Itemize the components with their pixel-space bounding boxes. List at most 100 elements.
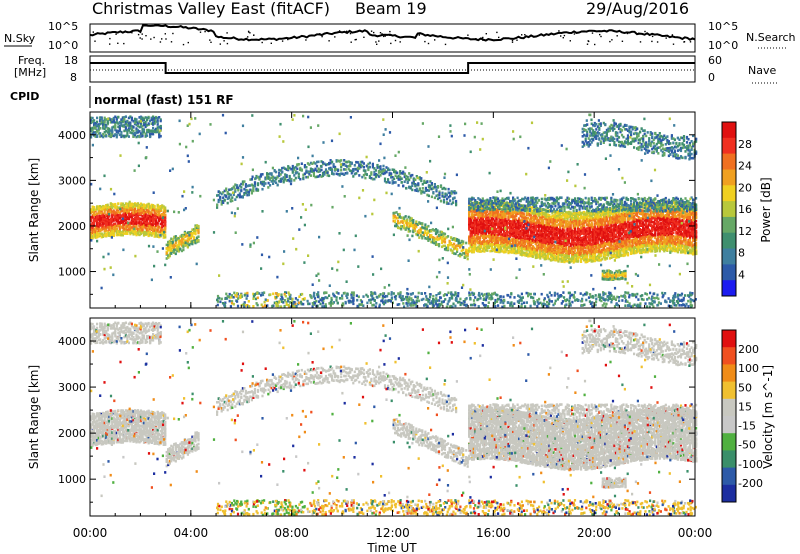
power-cell xyxy=(630,132,632,135)
plot-title: Christmas Valley East (fitACF) xyxy=(92,0,330,18)
power-cell xyxy=(257,188,259,191)
power-cell xyxy=(369,162,371,165)
power-cell xyxy=(292,171,294,174)
power-cell xyxy=(674,151,676,154)
nsearch-point xyxy=(223,40,224,41)
power-cell xyxy=(408,179,410,182)
nsearch-point xyxy=(400,41,401,42)
power-cell xyxy=(442,235,444,238)
radar-summary-plot: Christmas Valley East (fitACF) Beam 19 2… xyxy=(0,0,800,554)
nsearch-point xyxy=(109,43,110,44)
power-cell xyxy=(691,140,693,143)
power-cell xyxy=(132,130,134,133)
power-cell xyxy=(586,123,588,126)
power-cell xyxy=(275,171,277,174)
power-cell xyxy=(402,185,404,188)
power-cell xyxy=(600,142,602,145)
nsearch-point xyxy=(592,32,593,33)
power-cell xyxy=(403,224,405,227)
nsearch-point xyxy=(220,43,221,44)
power-cell xyxy=(642,140,644,143)
power-cell xyxy=(438,197,440,200)
nsearch-point xyxy=(467,35,468,36)
power-cell xyxy=(434,183,436,186)
nsearch-point xyxy=(599,34,600,35)
power-cell xyxy=(431,196,433,199)
power-cell xyxy=(401,181,403,184)
power-cell xyxy=(252,188,254,191)
power-cell xyxy=(236,184,238,187)
power-cell xyxy=(653,151,655,154)
power-cell xyxy=(618,136,620,139)
power-cell xyxy=(411,189,413,192)
nsearch-point xyxy=(512,42,513,43)
power-cell xyxy=(589,130,591,133)
power-cell xyxy=(367,169,369,172)
power-cell xyxy=(99,127,101,130)
power-cell xyxy=(636,128,638,131)
nsearch-point xyxy=(282,40,283,41)
power-cell xyxy=(125,115,127,118)
nsearch-point xyxy=(150,38,151,39)
power-cell xyxy=(437,185,439,188)
power-cell xyxy=(240,189,242,192)
power-cell xyxy=(394,220,396,223)
power-cell xyxy=(586,131,588,134)
power-cell xyxy=(675,142,677,145)
power-cell xyxy=(164,218,166,221)
power-cell xyxy=(644,129,646,132)
power-cell xyxy=(320,169,322,172)
power-cell xyxy=(366,173,368,176)
power-cell xyxy=(286,175,288,178)
nsearch-tick-low: 10^0 xyxy=(708,39,738,52)
power-cell xyxy=(131,117,133,120)
nsearch-point xyxy=(690,41,691,42)
nsearch-point xyxy=(644,31,645,32)
nsearch-point xyxy=(617,35,618,36)
power-cell xyxy=(117,116,119,119)
power-cell xyxy=(96,121,98,124)
nsearch-point xyxy=(115,34,116,35)
power-cell xyxy=(683,139,685,142)
power-cell xyxy=(642,138,644,141)
nsearch-point xyxy=(109,38,110,39)
power-cell xyxy=(647,131,649,134)
nsearch-point xyxy=(226,32,227,33)
power-cell xyxy=(615,123,617,126)
nsearch-point xyxy=(390,43,391,44)
nsearch-point xyxy=(383,36,384,37)
power-cell xyxy=(301,162,303,165)
nave-label: Nave xyxy=(748,64,776,77)
nsearch-point xyxy=(262,42,263,43)
power-cell xyxy=(431,182,433,185)
power-cell xyxy=(642,135,644,138)
power-cell xyxy=(651,132,653,135)
nsearch-point xyxy=(657,41,658,42)
nsearch-point xyxy=(428,43,429,44)
nsearch-point xyxy=(482,39,483,40)
power-cell xyxy=(328,175,330,178)
power-cell xyxy=(389,181,391,184)
freq-panel: Freq. [MHz] 18 8 60 0 Nave xyxy=(14,54,778,84)
power-cell xyxy=(666,135,668,138)
power-cell xyxy=(111,129,113,132)
power-cell xyxy=(298,175,300,178)
power-cell xyxy=(669,153,671,156)
nsearch-point xyxy=(305,39,306,40)
power-cell xyxy=(420,177,422,180)
power-cell xyxy=(164,211,166,214)
nsearch-point xyxy=(574,33,575,34)
power-cell xyxy=(411,174,413,177)
power-cell xyxy=(290,180,292,183)
power-cell xyxy=(648,137,650,140)
nsearch-point xyxy=(611,39,612,40)
power-cell xyxy=(411,185,413,188)
power-cell xyxy=(479,237,481,240)
power-cell xyxy=(231,196,233,199)
power-cell xyxy=(316,165,318,168)
nsearch-point xyxy=(652,36,653,37)
nsearch-point xyxy=(227,43,228,44)
nsearch-point xyxy=(638,33,639,34)
power-cell xyxy=(251,178,253,181)
power-cell xyxy=(449,199,451,202)
